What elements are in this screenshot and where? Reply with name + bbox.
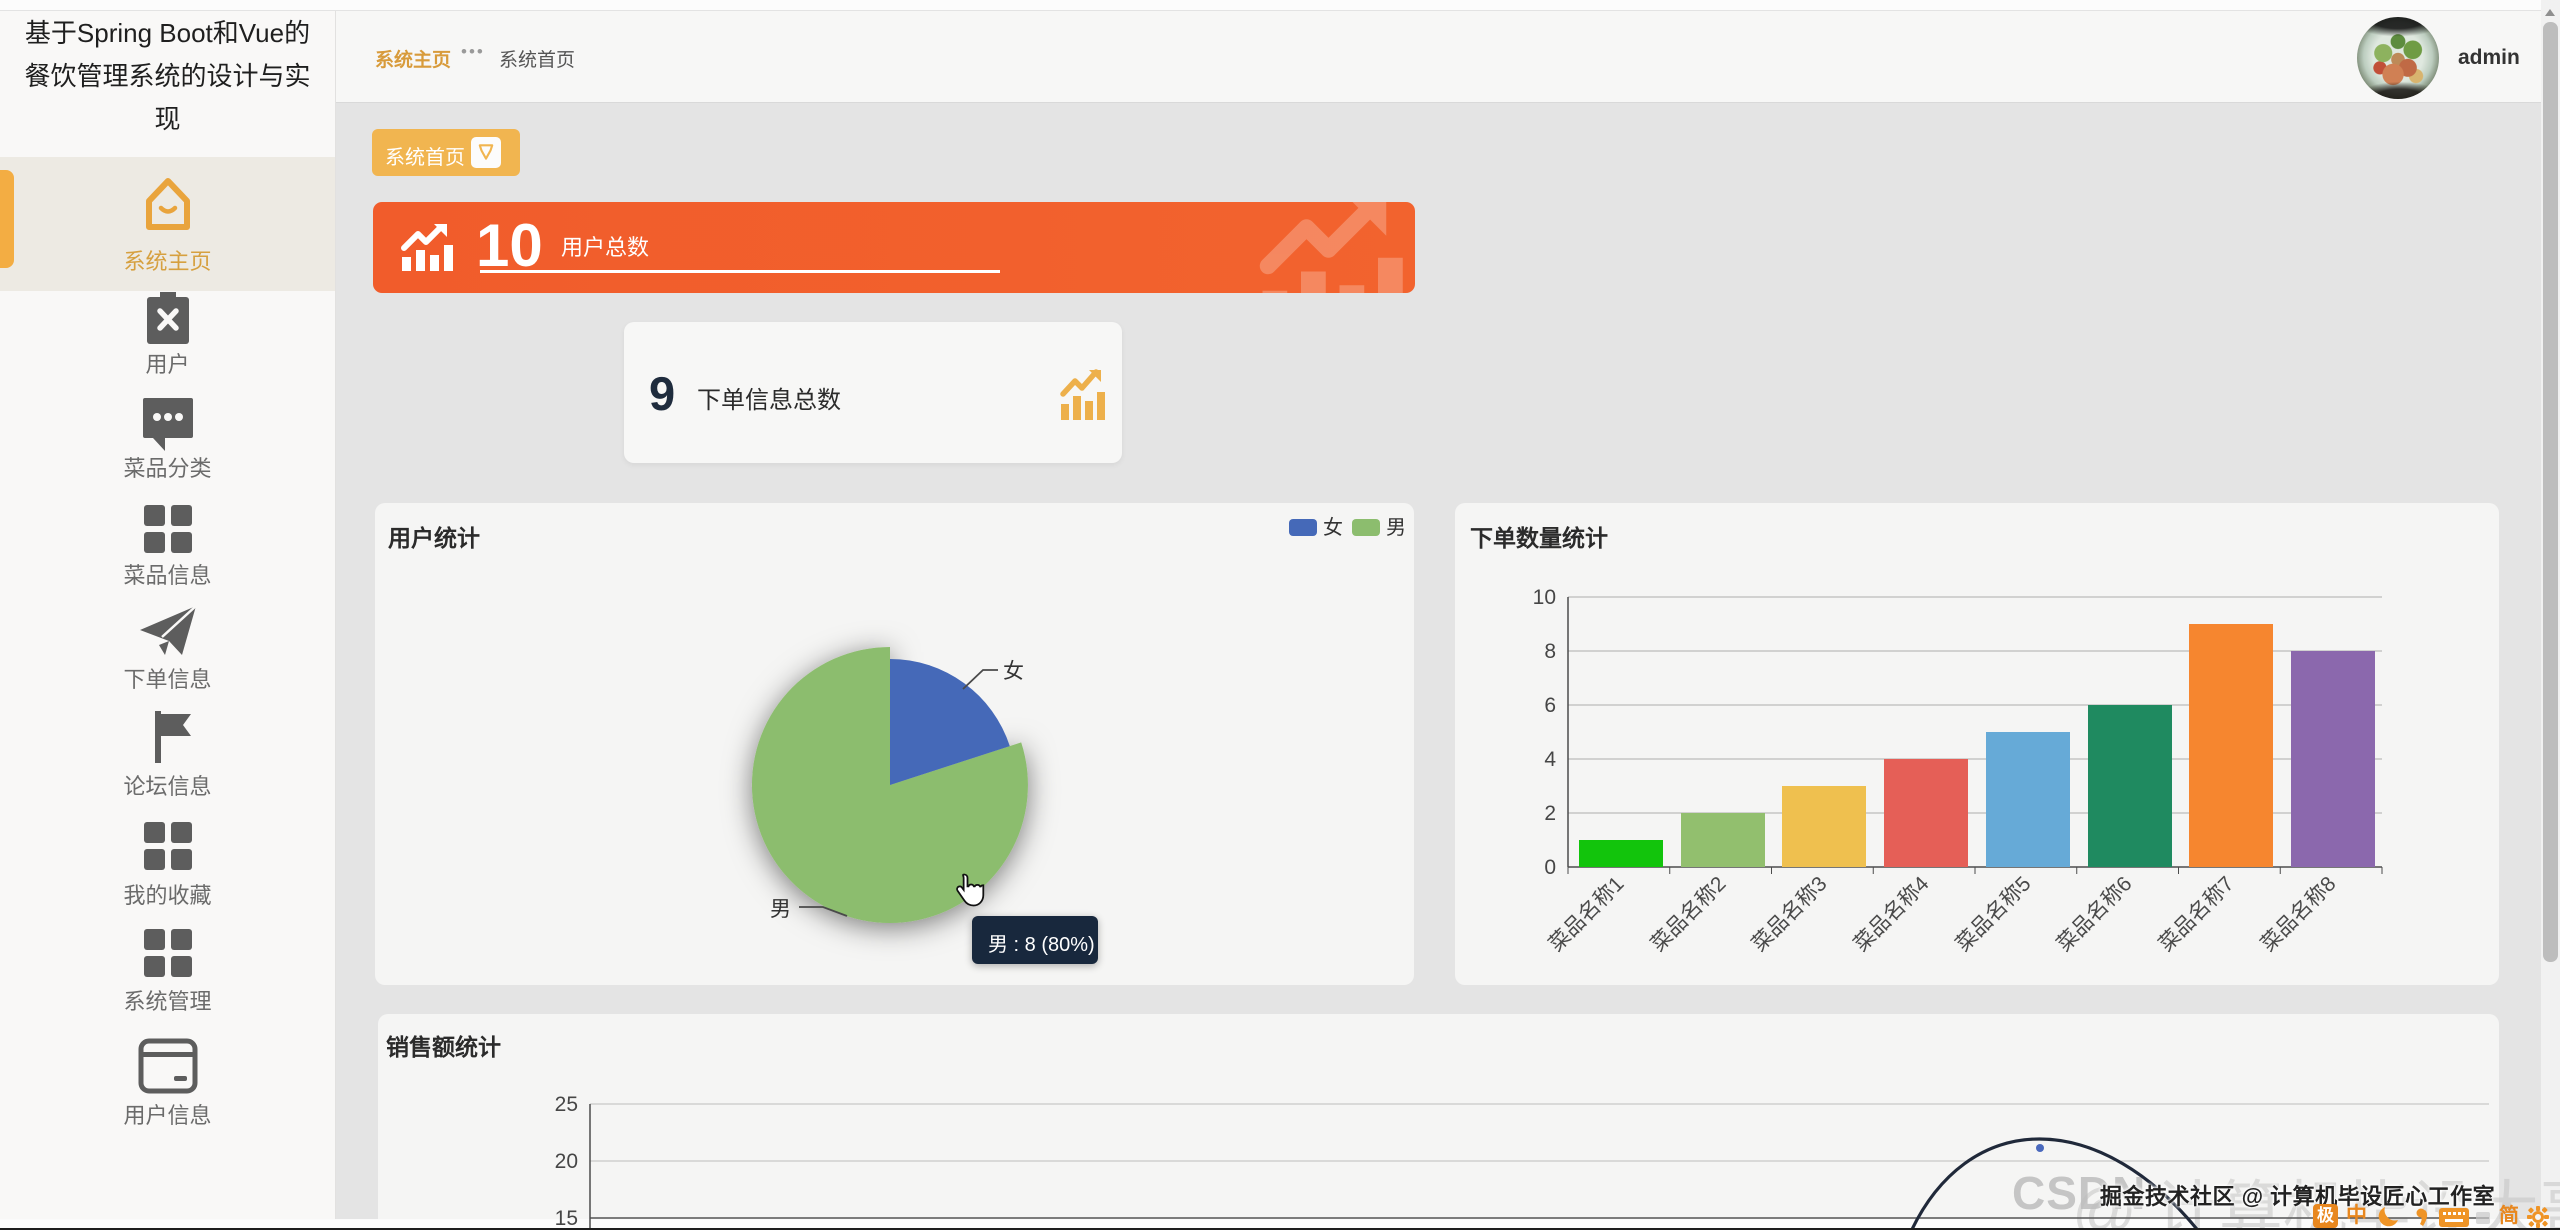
svg-text:菜品名称4: 菜品名称4: [1850, 872, 1934, 956]
svg-text:菜品名称1: 菜品名称1: [1545, 872, 1629, 956]
svg-text:0: 0: [1544, 856, 1556, 879]
svg-text:2: 2: [1544, 802, 1556, 825]
svg-text:6: 6: [1544, 694, 1556, 717]
svg-text:男: 男: [1386, 517, 1406, 539]
svg-text:25: 25: [555, 1093, 578, 1116]
svg-text:菜品名称5: 菜品名称5: [1952, 872, 2036, 956]
svg-text:4: 4: [1544, 748, 1556, 771]
svg-text:10: 10: [1533, 586, 1556, 609]
svg-text:菜品名称7: 菜品名称7: [2155, 872, 2239, 956]
svg-text:女: 女: [1003, 660, 1024, 683]
svg-text:女: 女: [1323, 516, 1343, 539]
svg-text:菜品名称8: 菜品名称8: [2257, 872, 2341, 956]
svg-text:菜品名称2: 菜品名称2: [1647, 872, 1731, 956]
svg-text:8: 8: [1544, 640, 1556, 663]
svg-text:菜品名称6: 菜品名称6: [2053, 872, 2137, 956]
svg-text:男: 男: [770, 898, 791, 921]
svg-text:20: 20: [555, 1150, 578, 1173]
svg-text:菜品名称3: 菜品名称3: [1748, 872, 1832, 956]
svg-text:15: 15: [555, 1207, 578, 1230]
